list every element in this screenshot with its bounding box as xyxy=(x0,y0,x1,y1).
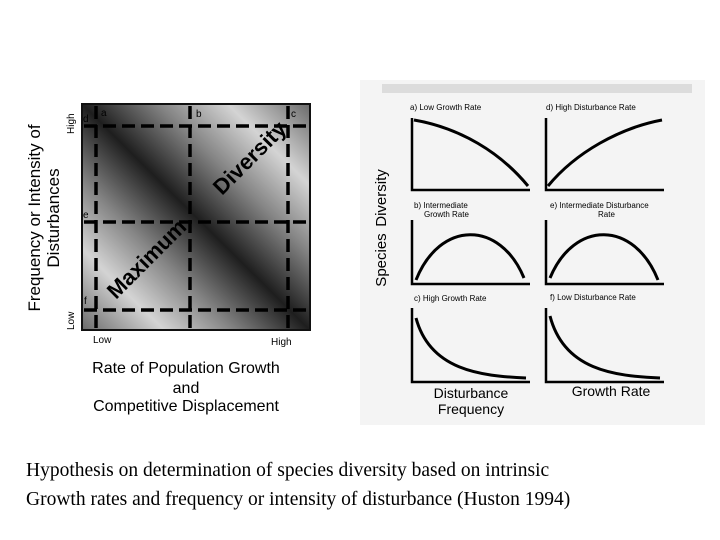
disturbance-frequency-line1: Disturbance xyxy=(434,385,509,401)
point-label-d: d xyxy=(83,114,89,125)
panel-f-axes xyxy=(544,308,664,384)
curve-e-hump xyxy=(548,233,660,281)
curve-a-decreasing xyxy=(413,118,530,187)
panel-b-axes xyxy=(410,220,530,286)
curve-c-decreasing xyxy=(414,317,527,380)
x-axis-label-line3: Competitive Displacement xyxy=(93,398,279,415)
caption-line-1: Hypothesis on determination of species d… xyxy=(26,460,550,481)
curve-f-decreasing xyxy=(548,315,661,380)
panel-c-axes xyxy=(410,308,530,384)
curve-d-increasing xyxy=(546,118,663,187)
growth-rate-label: Growth Rate xyxy=(572,383,651,399)
y-axis-label-line1: Frequency or Intensity of xyxy=(25,124,44,311)
diversity-axis-line1: Species xyxy=(373,233,390,286)
y-low-label: Low xyxy=(66,311,77,330)
point-label-a: a xyxy=(101,108,107,119)
point-label-c: c xyxy=(291,109,296,120)
diversity-axis-line2: Diversity xyxy=(373,169,390,227)
y-axis-label-line2: Disturbances xyxy=(44,168,63,267)
panel-e-axes xyxy=(544,220,664,286)
panel-a-axes xyxy=(410,118,530,192)
panel-c-title: c) High Growth Rate xyxy=(414,294,487,303)
panel-b-title-line2: Growth Rate xyxy=(424,210,469,219)
x-axis-label-line2: and xyxy=(173,380,200,397)
panel-b-title-line1: b) Intermediate xyxy=(414,201,468,210)
disturbance-growth-diagram: a b c d e f Maximum Diversity Frequency … xyxy=(25,103,311,415)
x-axis-label-line1: Rate of Population Growth xyxy=(92,360,280,377)
x-low-label: Low xyxy=(93,335,112,346)
figure-caption: Hypothesis on determination of species d… xyxy=(26,456,716,514)
curve-b-hump xyxy=(414,233,526,281)
panel-d-axes xyxy=(544,118,664,192)
panel-e-title-line2: Rate xyxy=(598,210,615,219)
point-label-f: f xyxy=(84,296,87,307)
plot-area xyxy=(81,103,311,331)
point-label-e: e xyxy=(83,210,89,221)
panel-d-title: d) High Disturbance Rate xyxy=(546,103,636,112)
panel-e-title-line1: e) Intermediate Disturbance xyxy=(550,201,649,210)
disturbance-frequency-line2: Frequency xyxy=(438,401,504,417)
panel-a-title: a) Low Growth Rate xyxy=(410,103,482,112)
point-label-b: b xyxy=(196,109,202,120)
y-high-label: High xyxy=(66,113,77,134)
x-high-label: High xyxy=(271,337,292,348)
panel-f-title: f) Low Disturbance Rate xyxy=(550,293,636,302)
species-diversity-curves: Species Diversity a) Low Growth Rate b) … xyxy=(360,80,705,425)
caption-line-2: Growth rates and frequency or intensity … xyxy=(26,489,571,510)
